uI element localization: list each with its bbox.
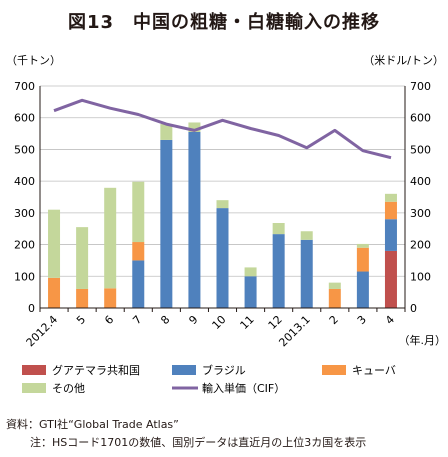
bar-segment: [384, 201, 397, 220]
y-tick-label-left: 600: [14, 112, 35, 125]
y-axis-right-label: （米ドル/トン）: [363, 54, 444, 67]
y-tick-label-right: 500: [410, 143, 431, 156]
y-tick-label-left: 100: [14, 270, 35, 283]
bar-segment: [384, 219, 397, 251]
bar-segment: [48, 209, 61, 278]
y-tick-label-right: 700: [410, 80, 431, 93]
bar-segment: [244, 276, 257, 308]
y-tick-label-right: 200: [410, 239, 431, 252]
bar-segment: [244, 267, 257, 277]
bar-segment: [76, 227, 89, 289]
y-tick-label-left: 200: [14, 239, 35, 252]
legend-swatch: [22, 383, 46, 393]
legend-swatch: [322, 365, 346, 375]
x-tick-label: 9: [186, 313, 200, 327]
x-tick-label: 3: [355, 313, 369, 327]
x-tick-label: 7: [130, 313, 144, 327]
x-axis-label: （年.月）: [399, 333, 447, 347]
bar-segment: [132, 181, 145, 243]
y-tick-label-left: 500: [14, 143, 35, 156]
bar-segment: [188, 131, 201, 308]
bar-segment: [328, 282, 341, 289]
y-tick-label-left: 700: [14, 80, 35, 93]
y-tick-label-right: 100: [410, 270, 431, 283]
bar-segment: [160, 139, 173, 308]
legend-label: ブラジル: [202, 363, 246, 377]
y-tick-label-left: 300: [14, 207, 35, 220]
bars: [48, 122, 397, 308]
source-note: 資料：GTI社“Global Trade Atlas”: [6, 418, 179, 431]
price-line-path: [53, 98, 392, 160]
price-line: [53, 98, 392, 160]
legend-swatch: [172, 365, 196, 375]
bar-segment: [356, 243, 369, 248]
bar-segment: [300, 231, 313, 240]
legend-label: その他: [52, 382, 85, 395]
bar-segment: [104, 187, 117, 289]
bar-segment: [132, 242, 145, 261]
x-tick-label: 11: [238, 313, 257, 332]
x-tick-label: 4: [383, 313, 397, 327]
y-tick-label-right: 0: [410, 302, 417, 315]
footnote: 注：HSコード1701の数値、国別データは直近月の上位3カ国を表示: [30, 436, 367, 449]
bar-segment: [216, 200, 229, 209]
legend-label: キューバ: [352, 364, 396, 377]
y-tick-label-right: 400: [410, 175, 431, 188]
axes: [39, 86, 406, 312]
x-tick-label: 10: [210, 313, 229, 332]
bar-segment: [328, 288, 341, 308]
x-tick-label: 12: [266, 313, 285, 332]
y-tick-label-right: 600: [410, 112, 431, 125]
chart-title: 図13 中国の粗糖・白糖輸入の推移: [67, 12, 381, 33]
y-tick-label-right: 300: [410, 207, 431, 220]
bar-segment: [384, 193, 397, 202]
legend-swatch: [22, 365, 46, 375]
bar-segment: [160, 124, 173, 140]
x-tick-label: 6: [102, 313, 116, 327]
bar-segment: [188, 122, 201, 132]
legend-label: 輸入単価（CIF）: [202, 381, 285, 395]
bar-segment: [300, 239, 313, 308]
bar-segment: [76, 288, 89, 308]
y-tick-label-left: 0: [28, 302, 35, 315]
x-tick-label: 5: [74, 313, 88, 327]
x-tick-label: 2012.4: [24, 313, 60, 349]
bar-segment: [384, 250, 397, 308]
bar-segment: [356, 271, 369, 308]
bar-segment: [132, 260, 145, 308]
x-tick-label: 8: [158, 313, 172, 327]
x-tick-label: 2: [327, 313, 341, 327]
bar-segment: [104, 288, 117, 308]
bar-segment: [272, 223, 285, 235]
bar-segment: [48, 277, 61, 308]
bar-segment: [216, 208, 229, 308]
bar-segment: [356, 247, 369, 272]
x-tick-label: 2013.1: [276, 313, 312, 349]
y-tick-label-left: 400: [14, 175, 35, 188]
bar-segment: [272, 234, 285, 308]
legend-label: グアテマラ共和国: [52, 363, 140, 377]
y-axis-left-label: （千トン）: [6, 54, 61, 67]
